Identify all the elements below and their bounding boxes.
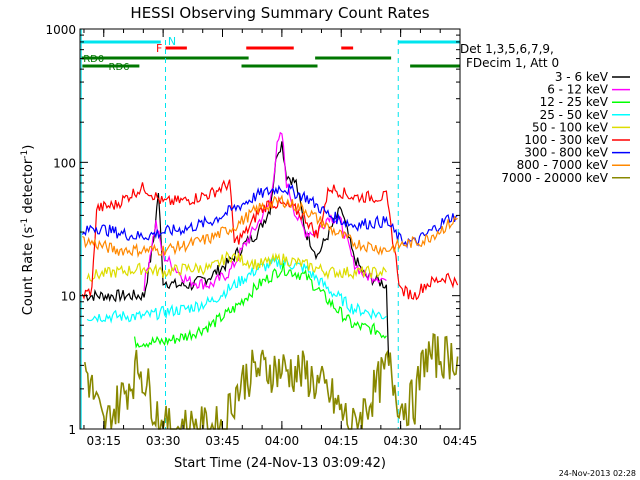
legend-label-3: 25 - 50 keV	[540, 108, 609, 122]
legend-label-4: 50 - 100 keV	[532, 120, 609, 134]
legend-label-8: 7000 - 20000 keV	[501, 171, 608, 185]
x-tick-label-0: 03:15	[86, 434, 121, 448]
y-axis-title-sup1: -1	[20, 218, 30, 227]
y-tick-label-2: 100	[53, 156, 76, 170]
chart-title: HESSI Observing Summary Count Rates	[130, 4, 429, 22]
series-line-0	[84, 141, 390, 366]
flag-label-n: N	[168, 35, 176, 48]
plot-area: NF RD0 RD6 03:15 03:30 03:45 04:00 04:15 04:30 04…	[45, 23, 477, 448]
legend-label-0: 3 - 6 keV	[555, 70, 609, 84]
flag-label-f: F	[156, 42, 162, 55]
x-axis-title: Start Time (24-Nov-13 03:09:42)	[174, 456, 386, 471]
footer-timestamp: 24-Nov-2013 02:28	[559, 469, 636, 478]
series-line-2	[134, 262, 387, 349]
x-tick-label-4: 04:15	[324, 434, 359, 448]
series-line-3	[86, 256, 387, 324]
legend-label-2: 12 - 25 keV	[540, 95, 609, 109]
axes-frame	[79, 28, 461, 430]
series-line-6	[81, 183, 458, 249]
x-tick-label-3: 04:00	[265, 434, 300, 448]
y-axis-title-part2: detector	[21, 158, 36, 218]
y-axis-title-sup2: -1	[20, 150, 30, 159]
flag-label-rd0: RD0	[83, 54, 104, 65]
x-tick-label-2: 03:45	[205, 434, 240, 448]
legend-label-7: 800 - 7000 keV	[517, 158, 609, 172]
y-tick-label-1: 10	[61, 290, 76, 304]
legend-header-line2: FDecim 1, Att 0	[466, 56, 559, 70]
legend-label-1: 6 - 12 keV	[547, 83, 609, 97]
x-tick-label-1: 03:30	[146, 434, 181, 448]
y-tick-label-0: 1	[68, 423, 76, 437]
x-tick-label-5: 04:30	[383, 434, 418, 448]
legend-label-6: 300 - 800 keV	[524, 146, 608, 160]
flag-label-rd6: RD6	[109, 62, 130, 73]
x-tick-label-6: 04:45	[443, 434, 478, 448]
series-line-8	[84, 333, 459, 430]
y-axis-title-part1: Count Rate (s	[21, 227, 36, 316]
legend-header-line1: Det 1,3,5,6,7,9,	[460, 42, 554, 56]
y-axis-title: Count Rate (s-1 detector-1)	[20, 145, 36, 316]
y-tick-label-3: 1000	[45, 23, 76, 37]
series-line-4	[86, 250, 387, 283]
y-axis-title-part3: )	[21, 145, 36, 150]
series-line-7	[82, 194, 458, 259]
legend-label-5: 100 - 300 keV	[524, 133, 608, 147]
